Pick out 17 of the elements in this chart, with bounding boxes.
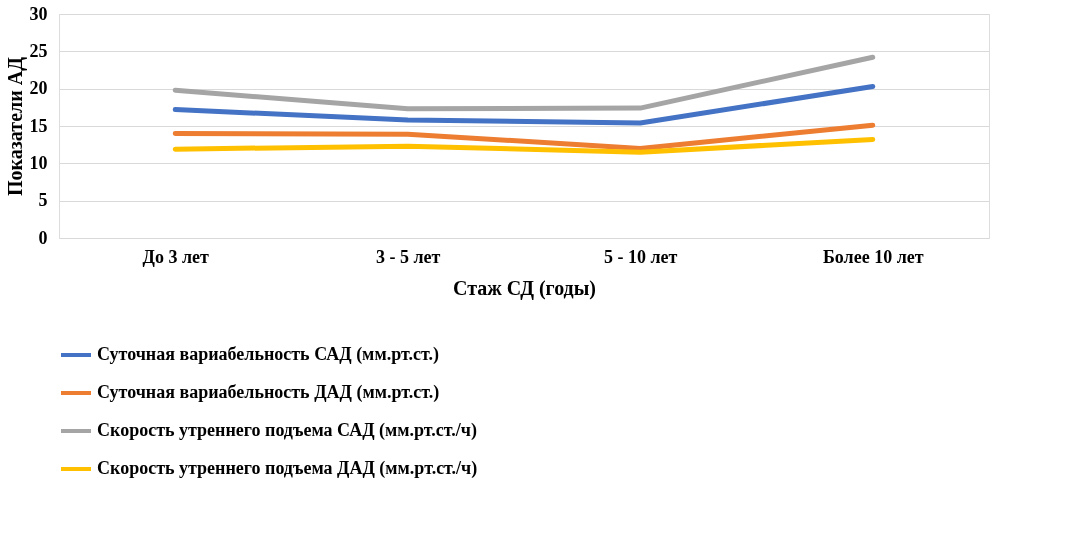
y-tick-label: 15 [29,115,48,136]
x-tick-label: Более 10 лет [822,246,924,267]
legend-label: Скорость утреннего подъема САД (мм.рт.ст./ч) [97,420,477,441]
legend-label: Суточная вариабельность ДАД (мм.рт.ст.) [97,382,440,403]
x-tick-label: До 3 лет [142,246,210,267]
y-tick-label: 10 [29,152,48,173]
y-tick-label: 30 [29,3,48,24]
x-axis-title: Стаж СД (годы) [452,276,597,300]
y-tick-label: 20 [29,78,48,99]
legend-label: Суточная вариабельность САД (мм.рт.ст.) [97,344,439,365]
y-tick-label: 25 [29,40,48,61]
y-tick-label: 5 [38,190,48,211]
y-tick-label: 0 [38,227,48,248]
legend-label: Скорость утреннего подъема ДАД (мм.рт.ст./ч) [97,458,478,479]
x-tick-label: 3 - 5 лет [376,246,441,267]
y-axis-title: Показатели АД [3,56,27,196]
x-tick-label: 5 - 10 лет [604,246,678,267]
